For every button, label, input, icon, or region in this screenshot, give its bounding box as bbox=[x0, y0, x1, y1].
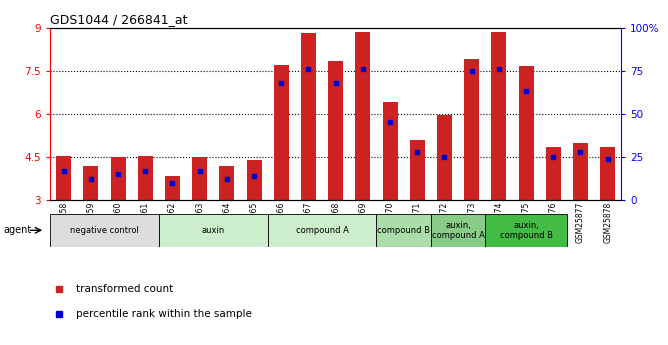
Bar bbox=[546, 147, 560, 200]
Text: percentile rank within the sample: percentile rank within the sample bbox=[75, 309, 252, 319]
Text: transformed count: transformed count bbox=[75, 284, 173, 294]
Text: auxin,
compound A: auxin, compound A bbox=[432, 220, 484, 240]
Bar bbox=[192, 157, 207, 200]
Bar bbox=[431, 214, 485, 247]
Bar bbox=[274, 65, 289, 200]
Bar bbox=[328, 61, 343, 200]
Text: auxin,
compound B: auxin, compound B bbox=[500, 220, 552, 240]
Bar bbox=[268, 214, 377, 247]
Bar bbox=[464, 59, 479, 200]
Bar bbox=[159, 214, 268, 247]
Bar bbox=[383, 102, 397, 200]
Bar bbox=[50, 214, 159, 247]
Bar bbox=[600, 147, 615, 200]
Text: negative control: negative control bbox=[70, 226, 139, 235]
Bar bbox=[138, 156, 153, 200]
Bar bbox=[246, 160, 262, 200]
Bar bbox=[573, 142, 588, 200]
Bar bbox=[56, 156, 71, 200]
Text: auxin: auxin bbox=[202, 226, 225, 235]
Bar bbox=[355, 32, 370, 200]
Bar bbox=[485, 214, 567, 247]
Bar bbox=[301, 33, 316, 200]
Bar bbox=[111, 157, 126, 200]
Text: compound B: compound B bbox=[377, 226, 430, 235]
Bar bbox=[518, 66, 534, 200]
Bar bbox=[219, 166, 234, 200]
Text: agent: agent bbox=[3, 225, 31, 235]
Bar bbox=[409, 140, 425, 200]
Bar bbox=[377, 214, 431, 247]
Bar bbox=[437, 115, 452, 200]
Text: GDS1044 / 266841_at: GDS1044 / 266841_at bbox=[50, 13, 188, 27]
Text: compound A: compound A bbox=[296, 226, 349, 235]
Bar bbox=[492, 32, 506, 200]
Bar bbox=[165, 176, 180, 200]
Bar bbox=[84, 166, 98, 200]
